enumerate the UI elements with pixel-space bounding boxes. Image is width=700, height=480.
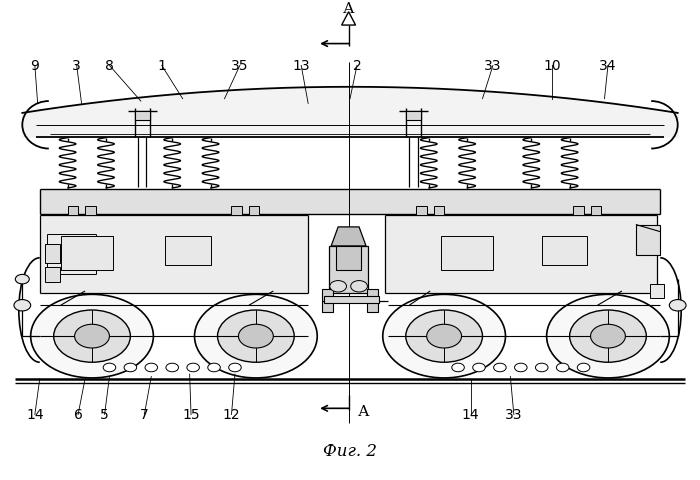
Bar: [40, 190, 660, 214]
Bar: [134, 112, 150, 121]
Text: 14: 14: [462, 408, 480, 421]
Text: 6: 6: [74, 408, 83, 421]
Bar: [85, 207, 95, 216]
Text: 33: 33: [505, 408, 523, 421]
Polygon shape: [342, 13, 356, 26]
Circle shape: [54, 311, 130, 362]
Bar: [61, 237, 113, 270]
Bar: [650, 284, 664, 299]
Circle shape: [208, 363, 220, 372]
Circle shape: [31, 295, 153, 378]
Circle shape: [239, 324, 273, 348]
Text: 8: 8: [105, 60, 114, 73]
Bar: [329, 246, 368, 294]
Circle shape: [383, 295, 505, 378]
Bar: [336, 246, 361, 270]
Text: А: А: [343, 2, 354, 16]
Text: 9: 9: [30, 60, 39, 73]
Bar: [165, 237, 211, 265]
Bar: [573, 207, 584, 216]
Bar: [322, 289, 332, 313]
Text: 34: 34: [599, 60, 617, 73]
Bar: [385, 216, 657, 294]
Text: 14: 14: [26, 408, 43, 421]
Text: 35: 35: [231, 60, 248, 73]
Circle shape: [145, 363, 158, 372]
Text: 3: 3: [72, 60, 81, 73]
Bar: [591, 207, 601, 216]
Circle shape: [103, 363, 116, 372]
Polygon shape: [331, 228, 366, 246]
Circle shape: [473, 363, 485, 372]
Circle shape: [229, 363, 241, 372]
Circle shape: [536, 363, 548, 372]
Circle shape: [578, 363, 590, 372]
Text: 10: 10: [543, 60, 561, 73]
Text: 2: 2: [353, 60, 361, 73]
Bar: [68, 207, 78, 216]
Bar: [45, 244, 60, 263]
Bar: [323, 296, 379, 303]
Circle shape: [547, 295, 669, 378]
Circle shape: [452, 363, 464, 372]
Circle shape: [570, 311, 646, 362]
Circle shape: [556, 363, 569, 372]
Text: 13: 13: [293, 60, 310, 73]
Text: 5: 5: [100, 408, 109, 421]
Text: 7: 7: [140, 408, 148, 421]
Bar: [636, 225, 660, 256]
Circle shape: [124, 363, 136, 372]
Bar: [232, 207, 242, 216]
Bar: [40, 216, 308, 294]
Circle shape: [669, 300, 686, 312]
Circle shape: [330, 281, 346, 292]
Text: 15: 15: [182, 408, 199, 421]
Bar: [249, 207, 260, 216]
Text: 33: 33: [484, 60, 502, 73]
Bar: [416, 207, 427, 216]
Circle shape: [406, 311, 482, 362]
Circle shape: [195, 295, 317, 378]
Bar: [406, 112, 421, 121]
Circle shape: [218, 311, 294, 362]
Bar: [542, 237, 587, 265]
Circle shape: [514, 363, 527, 372]
Circle shape: [75, 324, 109, 348]
Bar: [434, 207, 444, 216]
Circle shape: [166, 363, 179, 372]
Circle shape: [15, 275, 29, 284]
Text: Фиг. 2: Фиг. 2: [323, 442, 377, 459]
Bar: [368, 289, 378, 313]
Text: 1: 1: [158, 60, 166, 73]
Circle shape: [187, 363, 199, 372]
Circle shape: [351, 281, 368, 292]
Text: А: А: [358, 404, 370, 418]
Text: 12: 12: [223, 408, 240, 421]
Bar: [440, 237, 493, 270]
Circle shape: [494, 363, 506, 372]
Circle shape: [427, 324, 461, 348]
Circle shape: [14, 300, 31, 312]
Bar: [45, 268, 60, 282]
Circle shape: [591, 324, 625, 348]
